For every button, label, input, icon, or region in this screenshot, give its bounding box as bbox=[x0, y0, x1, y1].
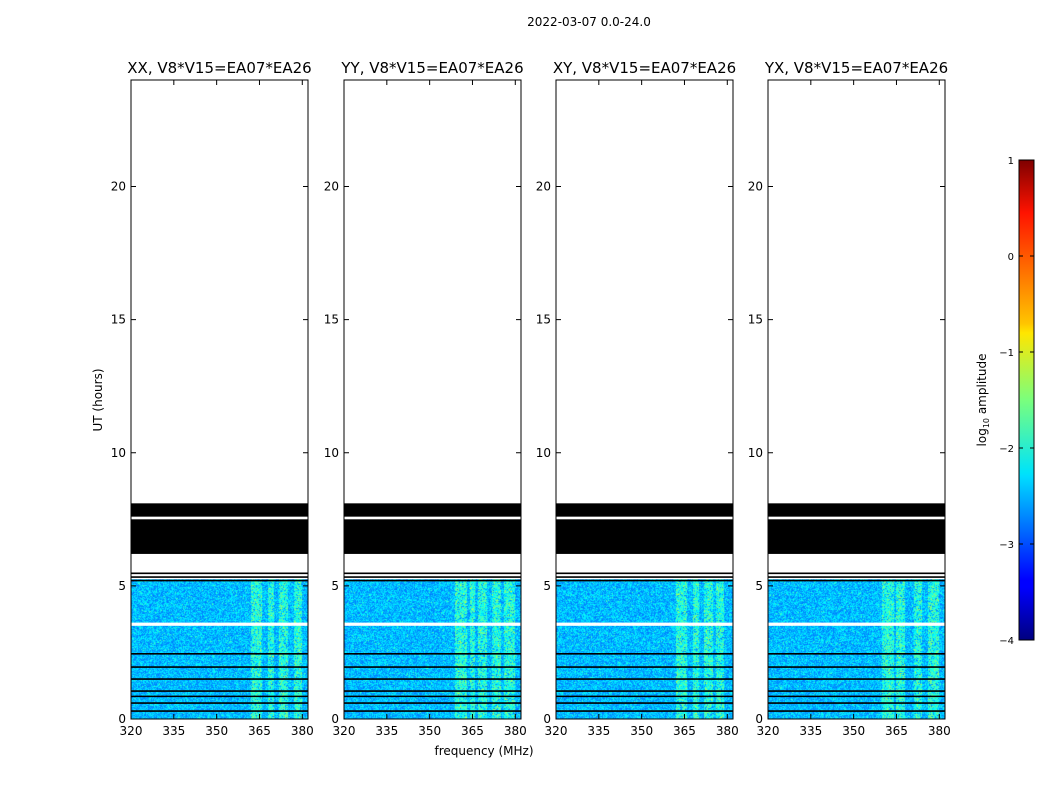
panel: YX, V8*V15=EA07*EA26 320 335 350 365 380 0 5 10 1… bbox=[748, 59, 951, 738]
panel: YY, V8*V15=EA07*EA26 320 335 350 365 380 0 5 10 1… bbox=[324, 59, 527, 738]
colorbar-tick-label: −1 bbox=[999, 348, 1014, 359]
flagged-block bbox=[344, 503, 521, 517]
panel-frame bbox=[343, 79, 522, 720]
y-tick-label: 0 bbox=[543, 712, 551, 726]
colorbar: log10 amplitude −4 −3 −2 −1 0 1 bbox=[975, 156, 1035, 647]
spectrogram-image bbox=[344, 579, 521, 719]
x-tick-label: 320 bbox=[120, 724, 143, 738]
x-tick-label: 335 bbox=[587, 724, 610, 738]
colorbar-tick-label: 1 bbox=[1008, 156, 1014, 167]
panel-frame bbox=[130, 79, 309, 720]
colorbar-tick-label: −3 bbox=[999, 540, 1014, 551]
flagged-block bbox=[768, 503, 945, 517]
y-tick-label: 15 bbox=[536, 313, 551, 327]
x-tick-label: 350 bbox=[842, 724, 865, 738]
panel: XX, V8*V15=EA07*EA26 320 335 350 365 380 0 5 10 1… bbox=[111, 59, 314, 738]
flagged-block bbox=[556, 519, 733, 554]
y-axis-label: UT (hours) bbox=[91, 368, 105, 431]
flagged-block bbox=[556, 503, 733, 517]
flagged-block bbox=[768, 519, 945, 554]
panel-frame bbox=[555, 79, 734, 720]
y-tick-label: 0 bbox=[331, 712, 339, 726]
spectrogram-image bbox=[131, 579, 308, 719]
colorbar-tick-label: −4 bbox=[999, 636, 1014, 647]
y-tick-label: 10 bbox=[324, 446, 339, 460]
suptitle: 2022-03-07 0.0-24.0 bbox=[527, 15, 651, 29]
colorbar-label: log10 amplitude bbox=[975, 354, 991, 447]
x-tick-label: 380 bbox=[716, 724, 739, 738]
x-tick-label: 335 bbox=[799, 724, 822, 738]
data-gap bbox=[131, 622, 308, 626]
y-tick-label: 15 bbox=[324, 313, 339, 327]
y-tick-label: 10 bbox=[111, 446, 126, 460]
y-tick-label: 5 bbox=[755, 579, 763, 593]
y-tick-label: 5 bbox=[118, 579, 126, 593]
y-tick-label: 15 bbox=[748, 313, 763, 327]
x-tick-label: 365 bbox=[248, 724, 271, 738]
panels: XX, V8*V15=EA07*EA26 320 335 350 365 380 0 5 10 1… bbox=[111, 59, 951, 738]
x-tick-label: 380 bbox=[504, 724, 527, 738]
panel-title: YX, V8*V15=EA07*EA26 bbox=[764, 59, 948, 77]
x-tick-label: 320 bbox=[545, 724, 568, 738]
x-tick-label: 320 bbox=[333, 724, 356, 738]
spectrogram-image bbox=[768, 579, 945, 719]
x-axis-label: frequency (MHz) bbox=[434, 744, 533, 758]
y-tick-label: 20 bbox=[111, 180, 126, 194]
colorbar-tick-label: 0 bbox=[1008, 252, 1014, 263]
y-tick-label: 10 bbox=[536, 446, 551, 460]
y-tick-label: 5 bbox=[331, 579, 339, 593]
x-tick-label: 350 bbox=[630, 724, 653, 738]
data-gap bbox=[556, 622, 733, 626]
x-tick-label: 320 bbox=[757, 724, 780, 738]
flagged-block bbox=[131, 519, 308, 554]
y-tick-label: 0 bbox=[755, 712, 763, 726]
x-tick-label: 335 bbox=[375, 724, 398, 738]
y-tick-label: 20 bbox=[324, 180, 339, 194]
panel-frame bbox=[767, 79, 946, 720]
y-tick-label: 20 bbox=[536, 180, 551, 194]
x-tick-label: 380 bbox=[291, 724, 314, 738]
spectrogram-image bbox=[556, 579, 733, 719]
y-tick-label: 5 bbox=[543, 579, 551, 593]
flagged-block bbox=[131, 503, 308, 517]
y-tick-label: 15 bbox=[111, 313, 126, 327]
y-tick-label: 20 bbox=[748, 180, 763, 194]
x-tick-label: 365 bbox=[673, 724, 696, 738]
x-tick-label: 365 bbox=[461, 724, 484, 738]
panel-title: XX, V8*V15=EA07*EA26 bbox=[127, 59, 311, 77]
colorbar-gradient bbox=[1018, 159, 1035, 641]
y-tick-label: 0 bbox=[118, 712, 126, 726]
data-gap bbox=[768, 622, 945, 626]
x-tick-label: 365 bbox=[885, 724, 908, 738]
panel: XY, V8*V15=EA07*EA26 320 335 350 365 380 0 5 10 1… bbox=[536, 59, 739, 738]
x-tick-label: 380 bbox=[928, 724, 951, 738]
panel-title: YY, V8*V15=EA07*EA26 bbox=[340, 59, 523, 77]
x-tick-label: 335 bbox=[162, 724, 185, 738]
y-tick-label: 10 bbox=[748, 446, 763, 460]
data-gap bbox=[344, 622, 521, 626]
flagged-block bbox=[344, 519, 521, 554]
x-tick-label: 350 bbox=[205, 724, 228, 738]
colorbar-tick-label: −2 bbox=[999, 444, 1014, 455]
x-tick-label: 350 bbox=[418, 724, 441, 738]
panel-title: XY, V8*V15=EA07*EA26 bbox=[553, 59, 736, 77]
